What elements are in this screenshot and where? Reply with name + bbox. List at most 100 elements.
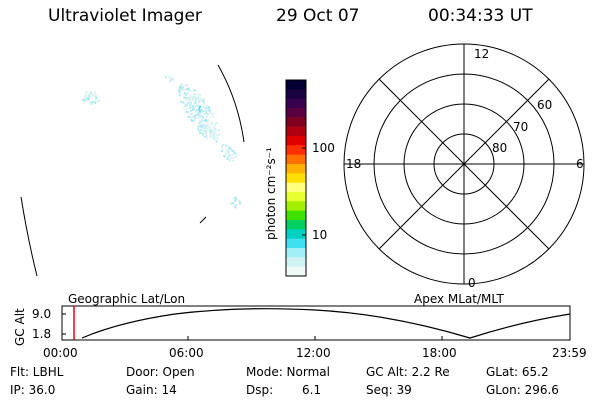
info-door: Door: Open — [126, 365, 195, 379]
aurora-pixel — [199, 98, 202, 101]
aurora-pixel — [180, 100, 183, 103]
aurora-pixel — [195, 113, 198, 116]
aurora-pixel — [94, 95, 97, 98]
aurora-pixel — [184, 103, 187, 106]
aurora-pixel — [193, 118, 196, 121]
aurora-pixel — [209, 122, 212, 125]
aurora-pixel — [192, 119, 195, 122]
aurora-pixel — [192, 99, 195, 102]
aurora-pixel — [222, 144, 225, 146]
aurora-pixel — [213, 127, 216, 130]
aurora-pixel — [228, 148, 230, 151]
aurora-pixel — [187, 87, 190, 90]
aurora-pixel — [95, 97, 98, 100]
aurora-pixel — [183, 96, 186, 99]
aurora-pixel — [205, 135, 208, 138]
aurora-pixel — [206, 108, 209, 111]
aurora-pixel — [206, 105, 208, 108]
info-glat: GLat: 65.2 — [486, 365, 549, 379]
aurora-pixel — [211, 122, 214, 125]
limb-arc-right — [217, 64, 245, 143]
colorbar-tick-100: 100 — [312, 141, 335, 155]
aurora-image — [81, 75, 242, 209]
aurora-pixel — [187, 115, 190, 118]
aurora-pixel — [83, 100, 86, 102]
aurora-pixel — [193, 104, 196, 107]
aurora-pixel — [187, 101, 190, 104]
aurora-pixel — [201, 132, 204, 135]
aurora-pixel — [231, 156, 234, 159]
aurora-pixel — [88, 94, 91, 97]
aurora-pixel — [197, 127, 200, 130]
aurora-pixel — [228, 159, 231, 162]
aurora-pixel — [198, 114, 201, 116]
aurora-pixel — [206, 121, 209, 124]
aurora-pixel — [225, 144, 228, 147]
aurora-pixel — [194, 89, 197, 92]
aurora-pixel — [195, 99, 197, 102]
polar-lat-80: 80 — [492, 141, 508, 155]
aurora-pixel — [182, 86, 185, 89]
aurora-pixel — [186, 84, 189, 87]
aurora-pixel — [209, 111, 212, 114]
info-dsp-label: Dsp: — [246, 383, 274, 397]
aurora-pixel — [208, 116, 211, 119]
aurora-pixel — [87, 93, 90, 96]
polar-lat-60: 60 — [537, 98, 553, 112]
aurora-pixel — [212, 130, 215, 133]
aurora-pixel — [200, 108, 203, 111]
aurora-pixel — [191, 120, 193, 123]
aurora-pixel — [93, 94, 96, 97]
colorbar-band — [286, 117, 306, 128]
aurora-pixel — [192, 115, 195, 118]
aurora-pixel — [197, 112, 200, 114]
aurora-pixel — [206, 137, 208, 140]
aurora-pixel — [203, 128, 206, 131]
aurora-pixel — [190, 118, 193, 121]
aurora-pixel — [225, 148, 228, 151]
aurora-pixel — [203, 127, 206, 130]
info-glon: GLon: 296.6 — [486, 383, 559, 397]
x-tick-0000: 00:00 — [43, 346, 78, 360]
aurora-pixel — [203, 110, 206, 112]
aurora-pixel — [197, 125, 200, 128]
aurora-pixel — [208, 108, 211, 111]
aurora-pixel — [212, 112, 214, 115]
aurora-pixel — [205, 130, 208, 133]
aurora-pixel — [213, 132, 216, 135]
aurora-pixel — [198, 100, 201, 103]
aurora-pixel — [85, 99, 88, 101]
aurora-pixel — [195, 97, 197, 100]
aurora-pixel — [213, 124, 216, 127]
aurora-pixel — [202, 105, 205, 108]
aurora-pixel — [197, 129, 200, 132]
aurora-pixel — [235, 153, 238, 156]
info-gc-alt: GC Alt: 2.2 Re — [366, 365, 450, 379]
info-dsp-value: 6.1 — [302, 383, 322, 397]
aurora-pixel — [206, 123, 209, 126]
info-ip: IP: 36.0 — [10, 383, 56, 397]
app-title: Ultraviolet Imager — [48, 6, 202, 26]
aurora-pixel — [199, 111, 202, 114]
aurora-pixel — [231, 149, 234, 152]
aurora-pixel — [208, 109, 211, 112]
aurora-pixel — [206, 127, 209, 129]
colorbar-tick-10: 10 — [312, 228, 328, 242]
aurora-pixel — [215, 136, 218, 138]
colorbar-band — [286, 108, 306, 118]
time-label: 00:34:33 UT — [428, 6, 533, 26]
aurora-pixel — [211, 129, 214, 132]
colorbar — [286, 80, 306, 277]
aurora-pixel — [234, 204, 237, 206]
aurora-pixel — [202, 100, 205, 103]
aurora-pixel — [216, 137, 219, 140]
aurora-pixel — [94, 100, 97, 103]
y-tick-1-8: 1.8 — [32, 327, 52, 341]
aurora-pixel — [189, 104, 192, 107]
info-mode: Mode: Normal — [246, 365, 330, 379]
aurora-pixel — [201, 126, 204, 129]
aurora-pixel — [165, 76, 168, 79]
aurora-pixel — [197, 116, 200, 119]
aurora-pixel — [193, 117, 196, 120]
aurora-pixel — [225, 152, 228, 155]
